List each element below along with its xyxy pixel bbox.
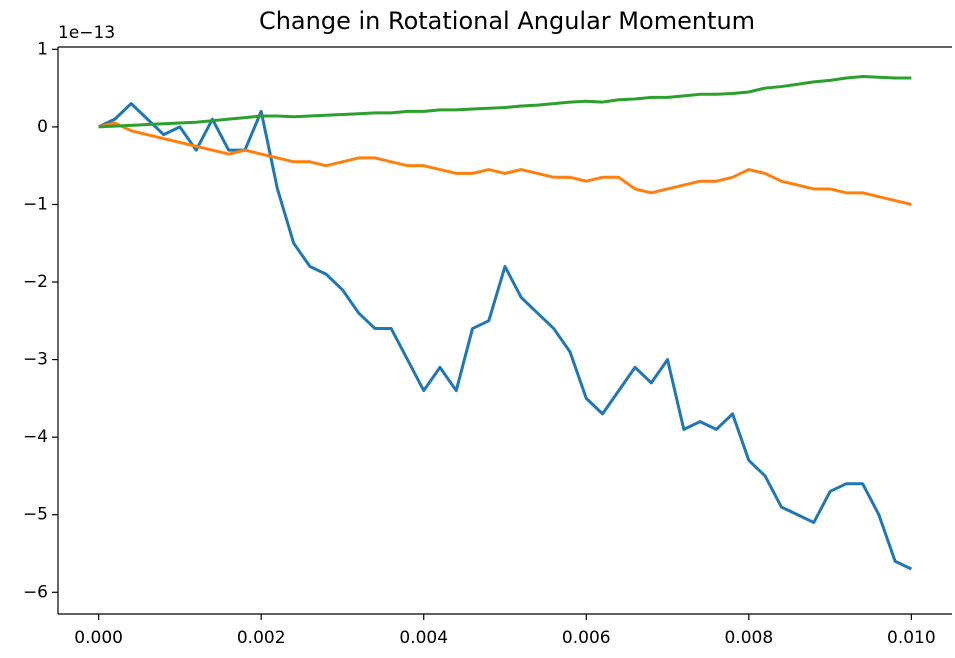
line-series (97, 102, 913, 571)
x-tick-label: 0.004 (399, 628, 448, 648)
y-tick-label: −4 (23, 427, 48, 447)
chart-title: Change in Rotational Angular Momentum (259, 7, 755, 35)
y-tick-label: 1 (37, 39, 48, 59)
y-tick-label: −6 (23, 582, 48, 602)
x-tick-label: 0.000 (74, 628, 123, 648)
x-tick-label: 0.006 (562, 628, 611, 648)
line-series (98, 121, 912, 206)
x-tick-label: 0.008 (724, 628, 773, 648)
offset-text: 1e−13 (58, 23, 115, 43)
y-tick-label: −2 (23, 272, 48, 292)
y-tick-label: −1 (23, 194, 48, 214)
plot-area (97, 74, 913, 571)
x-tick-label: 0.010 (887, 628, 936, 648)
y-tick-label: −5 (23, 505, 48, 525)
y-tick-label: 0 (37, 117, 48, 137)
line-series (98, 74, 912, 129)
y-tick-label: −3 (23, 350, 48, 370)
x-tick-label: 0.002 (237, 628, 286, 648)
